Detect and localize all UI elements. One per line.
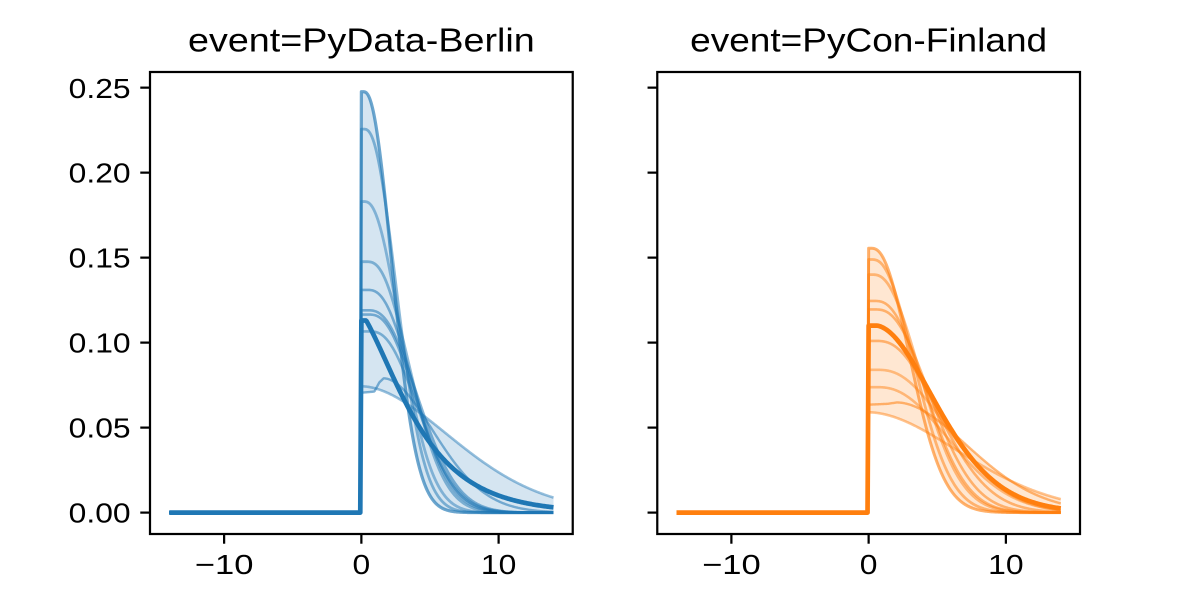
svg-text:−10: −10 bbox=[702, 549, 761, 580]
svg-text:0.05: 0.05 bbox=[69, 413, 131, 444]
svg-text:0.15: 0.15 bbox=[69, 243, 131, 274]
svg-text:0.10: 0.10 bbox=[69, 328, 131, 359]
svg-text:0.20: 0.20 bbox=[69, 158, 131, 189]
svg-text:0: 0 bbox=[860, 549, 878, 580]
svg-text:0.25: 0.25 bbox=[69, 73, 131, 104]
svg-text:event=PyCon-Finland: event=PyCon-Finland bbox=[690, 23, 1047, 60]
svg-text:event=PyData-Berlin: event=PyData-Berlin bbox=[188, 23, 535, 60]
svg-text:−10: −10 bbox=[195, 549, 254, 580]
svg-text:0: 0 bbox=[353, 549, 371, 580]
svg-text:10: 10 bbox=[481, 549, 516, 580]
svg-text:0.00: 0.00 bbox=[69, 498, 131, 529]
svg-text:10: 10 bbox=[988, 549, 1023, 580]
